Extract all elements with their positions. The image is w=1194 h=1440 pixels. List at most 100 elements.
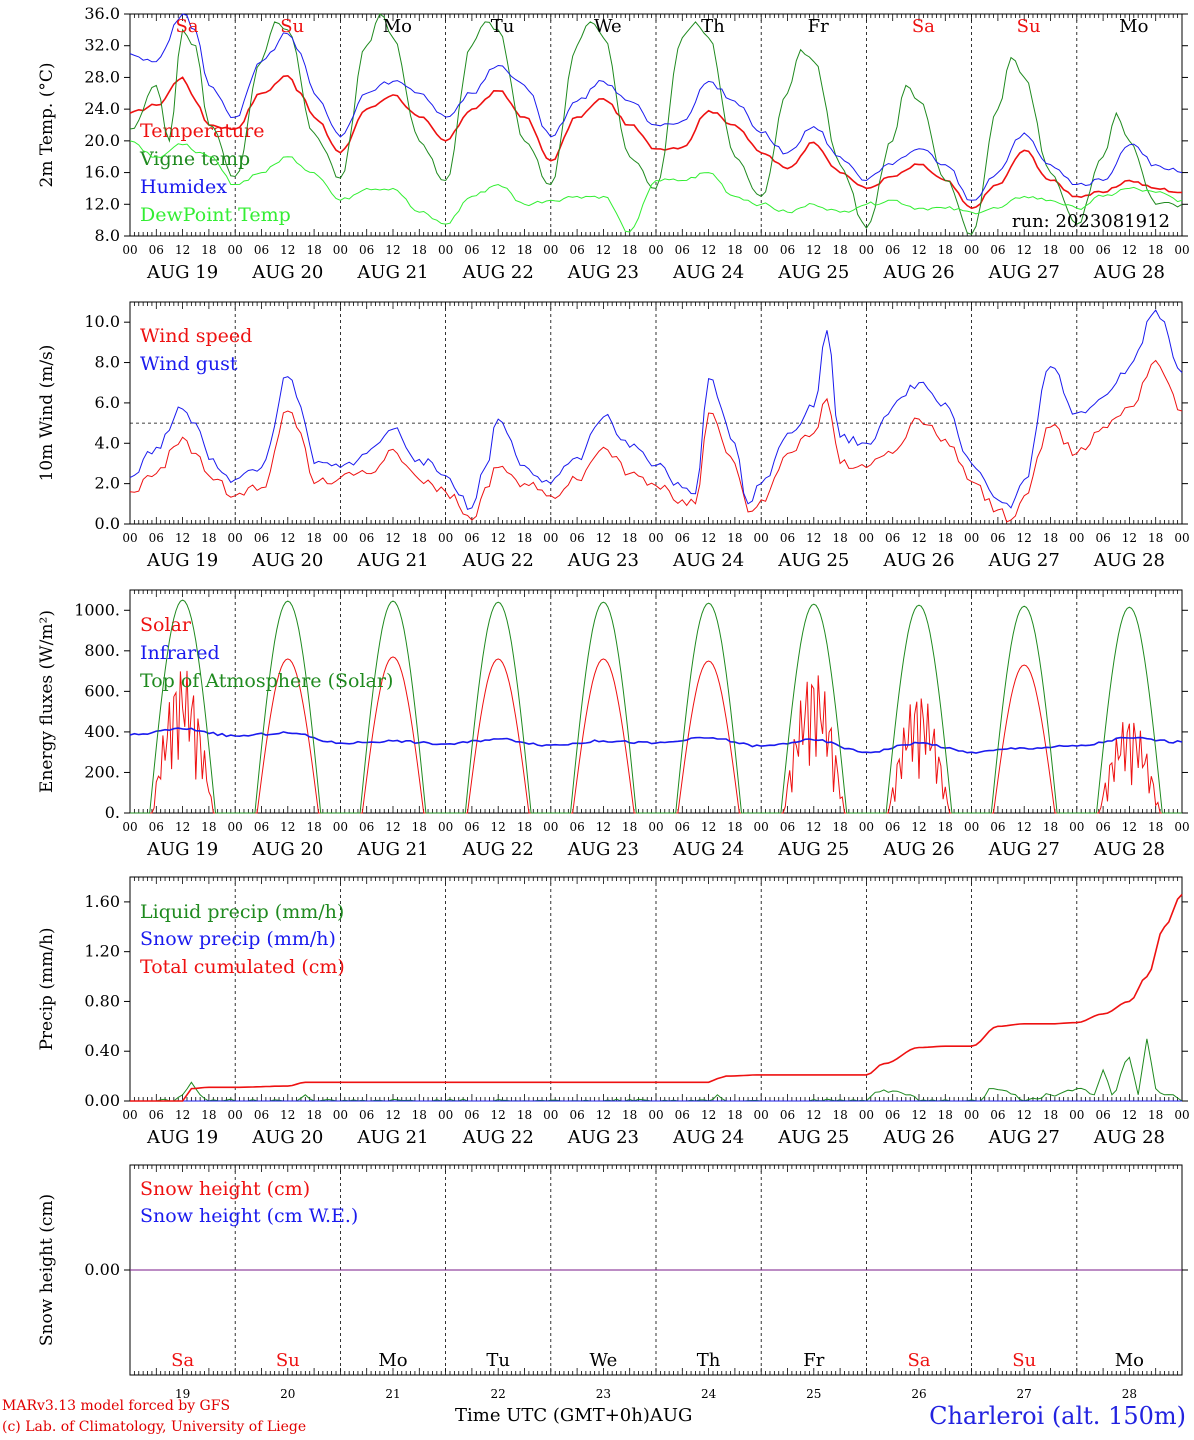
weekday-label-bottom: Su xyxy=(1012,1350,1036,1371)
x-date-label: AUG 25 xyxy=(777,1127,849,1148)
x-date-label: AUG 22 xyxy=(462,262,534,283)
x-hour-label: 06 xyxy=(464,820,479,834)
x-hour-label: 06 xyxy=(254,820,269,834)
x-date-label: AUG 24 xyxy=(672,262,744,283)
lab-credit: (c) Lab. of Climatology, University of L… xyxy=(2,1419,307,1435)
x-hour-label: 06 xyxy=(1095,531,1110,545)
x-hour-label: 12 xyxy=(491,820,506,834)
x-hour-label: 06 xyxy=(254,1108,269,1122)
x-hour-label: 18 xyxy=(832,531,847,545)
x-hour-label: 12 xyxy=(596,820,611,834)
x-date-label: AUG 19 xyxy=(146,1127,218,1148)
panel-frame-energy xyxy=(129,589,1183,814)
y-tick-label: 0.0 xyxy=(95,514,120,533)
weekday-label-top: Su xyxy=(280,16,304,37)
x-hour-label: 00 xyxy=(754,820,769,834)
legend-label-snow-0: Snow height (cm) xyxy=(140,1178,310,1200)
x-hour-label: 00 xyxy=(438,243,453,257)
x-hour-label: 18 xyxy=(412,820,427,834)
x-hour-label: 18 xyxy=(1148,1108,1163,1122)
legend-label-temperature-0: Temperature xyxy=(140,120,264,142)
series-line-precip-2 xyxy=(130,893,1183,1102)
x-hour-label: 00 xyxy=(543,243,558,257)
weekday-label-top: Su xyxy=(1017,16,1041,37)
x-hour-label: 12 xyxy=(701,820,716,834)
x-hour-label: 18 xyxy=(938,820,953,834)
y-tick-label: 12.0 xyxy=(84,194,120,213)
x-hour-label: 06 xyxy=(359,531,374,545)
x-hour-label: 00 xyxy=(122,820,137,834)
x-hour-label: 12 xyxy=(806,243,821,257)
x-hour-label: 00 xyxy=(122,1108,137,1122)
x-hour-label: 18 xyxy=(201,1108,216,1122)
x-hour-label: 12 xyxy=(1017,820,1032,834)
x-hour-label: 06 xyxy=(990,820,1005,834)
x-hour-label: 18 xyxy=(832,1108,847,1122)
x-hour-label: 12 xyxy=(280,1108,295,1122)
x-date-label: AUG 21 xyxy=(356,839,428,860)
weekday-label-bottom: Sa xyxy=(907,1350,930,1371)
x-hour-label: 00 xyxy=(648,1108,663,1122)
x-hour-label: 12 xyxy=(596,531,611,545)
x-hour-label: 12 xyxy=(491,243,506,257)
day-number-label: 24 xyxy=(701,1387,717,1401)
x-hour-label: 00 xyxy=(333,820,348,834)
legend-label-precip-0: Liquid precip (mm/h) xyxy=(140,901,344,923)
x-hour-label: 06 xyxy=(675,243,690,257)
weekday-label-bottom: Mo xyxy=(1115,1350,1144,1371)
x-date-label: AUG 23 xyxy=(567,839,639,860)
y-tick-label: 28.0 xyxy=(84,67,120,86)
x-date-label: AUG 28 xyxy=(1093,839,1165,860)
weekday-label-top: We xyxy=(594,16,622,37)
legend-label-precip-2: Total cumulated (cm) xyxy=(140,956,345,978)
x-hour-label: 12 xyxy=(175,531,190,545)
x-date-label: AUG 22 xyxy=(462,1127,534,1148)
station-name: Charleroi (alt. 150m) xyxy=(929,1402,1186,1430)
x-hour-label: 06 xyxy=(780,1108,795,1122)
x-hour-label: 12 xyxy=(806,1108,821,1122)
x-hour-label: 18 xyxy=(201,531,216,545)
weekday-label-bottom: Tu xyxy=(486,1350,510,1371)
x-date-label: AUG 24 xyxy=(672,839,744,860)
x-hour-label: 18 xyxy=(622,1108,637,1122)
x-hour-label: 18 xyxy=(622,820,637,834)
x-hour-label: 06 xyxy=(359,820,374,834)
x-hour-label: 18 xyxy=(938,243,953,257)
weekday-label-top: Mo xyxy=(383,16,412,37)
y-tick-label: 16.0 xyxy=(84,163,120,182)
x-hour-label: 12 xyxy=(385,531,400,545)
day-number-label: 21 xyxy=(385,1387,400,1401)
series-line-temperature-3 xyxy=(129,140,1183,233)
y-tick-label: 800. xyxy=(84,641,120,660)
x-hour-label: 18 xyxy=(727,1108,742,1122)
x-hour-label: 00 xyxy=(964,531,979,545)
x-hour-label: 18 xyxy=(201,820,216,834)
x-date-label: AUG 23 xyxy=(567,1127,639,1148)
x-hour-label: 00 xyxy=(1174,531,1189,545)
day-number-label: 23 xyxy=(596,1387,611,1401)
weekday-label-bottom: Fr xyxy=(803,1350,824,1371)
day-number-label: 25 xyxy=(806,1387,821,1401)
x-hour-label: 06 xyxy=(675,531,690,545)
y-tick-label: 0.80 xyxy=(84,991,120,1010)
x-hour-label: 00 xyxy=(438,531,453,545)
x-hour-label: 00 xyxy=(228,243,243,257)
x-hour-label: 18 xyxy=(622,531,637,545)
x-hour-label: 12 xyxy=(911,820,926,834)
weekday-label-top: Th xyxy=(701,16,725,37)
x-hour-label: 12 xyxy=(911,1108,926,1122)
x-date-label: AUG 19 xyxy=(146,262,218,283)
x-hour-label: 12 xyxy=(806,531,821,545)
x-date-label: AUG 27 xyxy=(988,550,1060,571)
x-date-label: AUG 23 xyxy=(567,262,639,283)
x-date-label: AUG 21 xyxy=(356,262,428,283)
y-tick-label: 1000. xyxy=(74,600,120,619)
x-hour-label: 06 xyxy=(569,820,584,834)
x-hour-label: 06 xyxy=(990,1108,1005,1122)
x-hour-label: 00 xyxy=(122,531,137,545)
x-hour-label: 06 xyxy=(675,820,690,834)
x-date-label: AUG 24 xyxy=(672,550,744,571)
x-hour-label: 06 xyxy=(569,531,584,545)
x-date-label: AUG 27 xyxy=(988,262,1060,283)
y-tick-label: 1.20 xyxy=(84,942,120,961)
